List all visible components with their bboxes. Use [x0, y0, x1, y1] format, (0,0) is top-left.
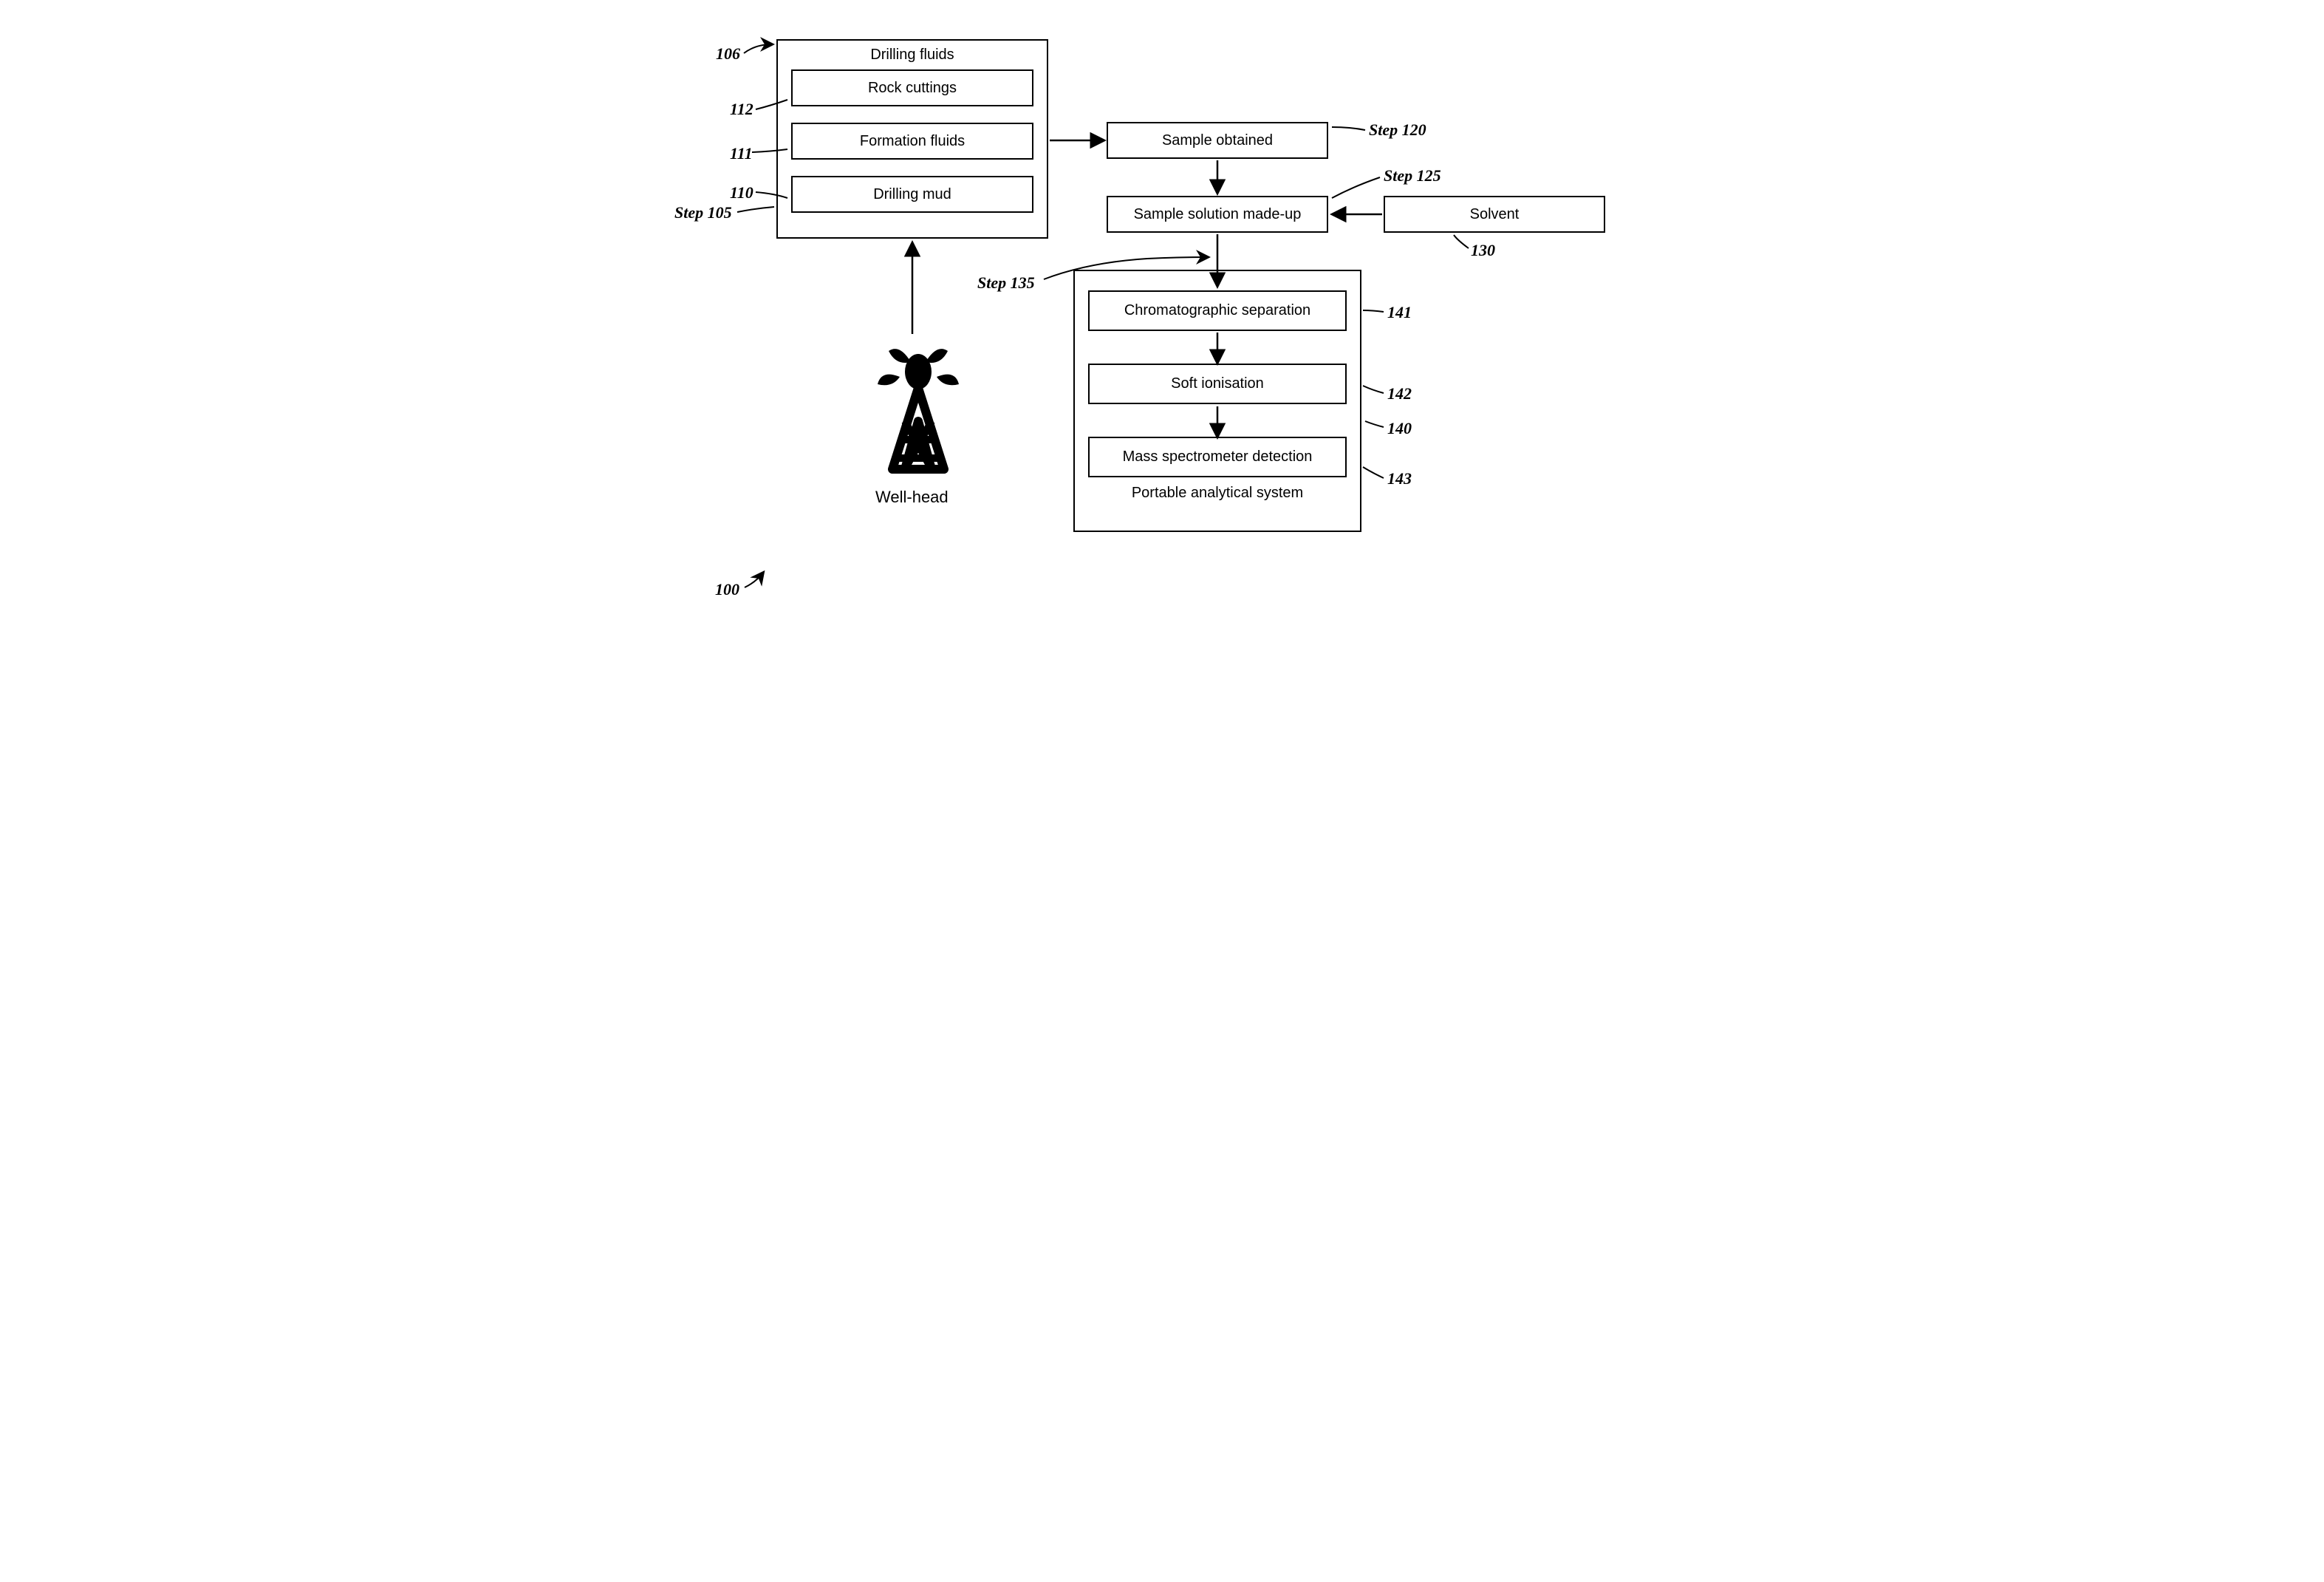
- mass-spectrometer-label: Mass spectrometer detection: [1123, 449, 1313, 466]
- annotation-142: 142: [1387, 384, 1412, 403]
- annotation-step135: Step 135: [977, 273, 1035, 293]
- formation-fluids-box: Formation fluids: [791, 123, 1033, 160]
- wellhead-icon: [859, 336, 977, 477]
- solvent-box: Solvent: [1384, 196, 1605, 233]
- drilling-mud-label: Drilling mud: [873, 186, 951, 203]
- portable-system-container: Chromatographic separation Soft ionisati…: [1073, 270, 1361, 532]
- rock-cuttings-label: Rock cuttings: [868, 80, 957, 97]
- drilling-fluids-title: Drilling fluids: [791, 47, 1033, 64]
- annotation-step120: Step 120: [1369, 120, 1426, 140]
- mass-spectrometer-box: Mass spectrometer detection: [1088, 437, 1347, 477]
- annotation-106: 106: [716, 44, 740, 64]
- sample-obtained-label: Sample obtained: [1162, 132, 1273, 149]
- portable-system-title: Portable analytical system: [1088, 485, 1347, 502]
- drilling-fluids-container: Drilling fluids Rock cuttings Formation …: [776, 39, 1048, 239]
- annotation-step105: Step 105: [674, 203, 732, 222]
- annotation-110: 110: [730, 183, 753, 202]
- soft-ionisation-label: Soft ionisation: [1171, 375, 1264, 392]
- sample-solution-label: Sample solution made-up: [1134, 206, 1302, 223]
- rock-cuttings-box: Rock cuttings: [791, 69, 1033, 106]
- annotation-111: 111: [730, 144, 753, 163]
- annotation-141: 141: [1387, 303, 1412, 322]
- sample-solution-box: Sample solution made-up: [1107, 196, 1328, 233]
- wellhead-label: Well-head: [875, 488, 949, 507]
- annotation-100: 100: [715, 580, 739, 599]
- formation-fluids-label: Formation fluids: [860, 133, 965, 150]
- annotation-112: 112: [730, 100, 753, 119]
- annotation-140: 140: [1387, 419, 1412, 438]
- diagram-canvas: Drilling fluids Rock cuttings Formation …: [645, 0, 1679, 704]
- annotation-143: 143: [1387, 469, 1412, 488]
- annotation-130: 130: [1471, 241, 1495, 260]
- chromatographic-label: Chromatographic separation: [1124, 302, 1310, 319]
- drilling-mud-box: Drilling mud: [791, 176, 1033, 213]
- sample-obtained-box: Sample obtained: [1107, 122, 1328, 159]
- soft-ionisation-box: Soft ionisation: [1088, 364, 1347, 404]
- solvent-label: Solvent: [1470, 206, 1520, 223]
- chromatographic-box: Chromatographic separation: [1088, 290, 1347, 331]
- annotation-step125: Step 125: [1384, 166, 1441, 185]
